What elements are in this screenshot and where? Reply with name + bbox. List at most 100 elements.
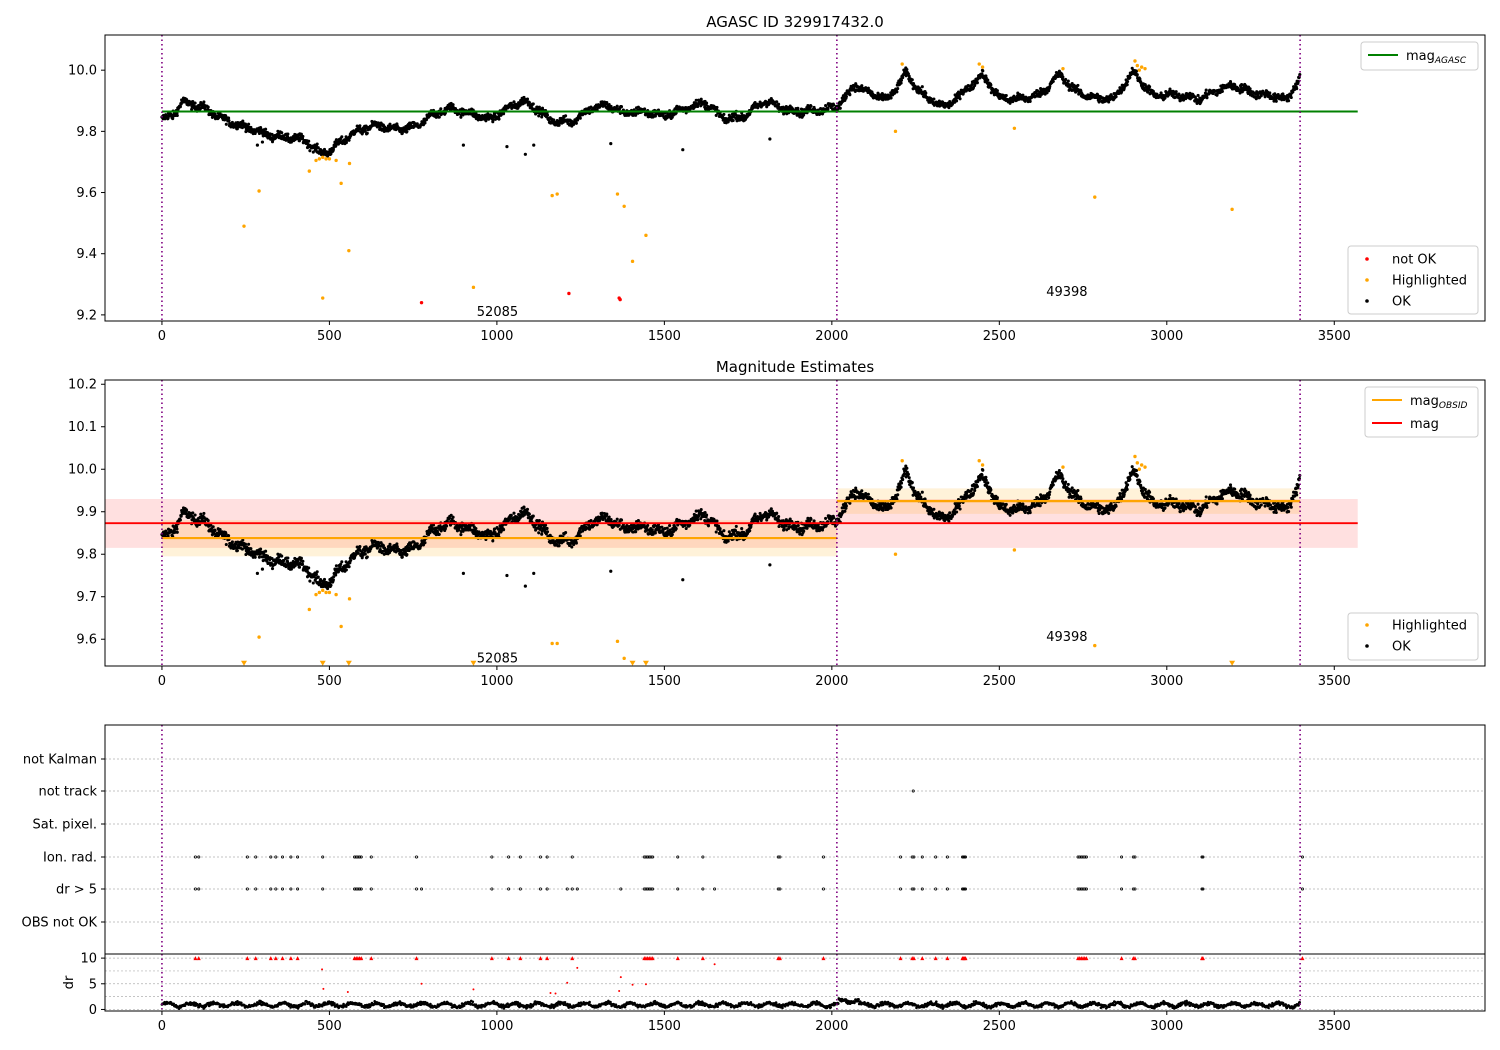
ok-point bbox=[358, 124, 362, 128]
ok-point bbox=[832, 516, 836, 520]
y-tick-label: 9.4 bbox=[76, 247, 97, 262]
ok-point bbox=[461, 143, 465, 147]
ok-point bbox=[445, 524, 449, 528]
ok-point bbox=[497, 117, 501, 121]
ok-point bbox=[451, 103, 455, 107]
ok-point bbox=[525, 507, 530, 511]
ok-point bbox=[777, 102, 781, 106]
ok-point bbox=[718, 527, 722, 531]
ok-point bbox=[316, 575, 320, 579]
highlighted-point bbox=[1143, 66, 1147, 71]
ok-point bbox=[315, 142, 319, 146]
highlighted-point bbox=[1061, 66, 1065, 71]
x-tick-label: 1500 bbox=[648, 329, 681, 344]
ok-point bbox=[527, 512, 531, 516]
ok-point bbox=[955, 99, 959, 103]
ok-point bbox=[1064, 77, 1068, 81]
highlighted-point bbox=[618, 297, 622, 302]
ok-point bbox=[243, 542, 248, 546]
ok-point bbox=[832, 103, 836, 107]
ok-point bbox=[1287, 99, 1291, 103]
ok-point bbox=[1146, 90, 1150, 94]
ok-point bbox=[1097, 100, 1101, 104]
legend-label-main: mag bbox=[1406, 49, 1435, 64]
ok-point bbox=[241, 119, 245, 123]
ok-point bbox=[191, 100, 195, 104]
ok-point bbox=[924, 91, 928, 95]
ok-point bbox=[395, 542, 399, 546]
ok-point bbox=[574, 121, 578, 125]
ok-point bbox=[615, 517, 619, 521]
ok-point bbox=[235, 127, 239, 131]
ok-point bbox=[714, 530, 718, 534]
ok-point bbox=[1178, 99, 1182, 103]
ok-point bbox=[259, 547, 263, 551]
ok-point bbox=[459, 533, 463, 537]
ok-point bbox=[301, 134, 305, 138]
x-tick-label: 2000 bbox=[815, 329, 848, 344]
ok-point bbox=[619, 518, 624, 522]
ok-point bbox=[299, 132, 303, 136]
ok-point bbox=[185, 508, 189, 512]
ok-point bbox=[349, 558, 353, 562]
ok-point bbox=[899, 81, 903, 85]
ok-point bbox=[802, 113, 806, 117]
ok-point bbox=[906, 472, 910, 476]
ok-point bbox=[1204, 88, 1208, 92]
ok-point bbox=[932, 97, 936, 101]
x-tick-label: 1000 bbox=[480, 329, 513, 344]
highlighted-point bbox=[317, 157, 322, 161]
ok-point bbox=[589, 518, 593, 523]
ok-point bbox=[848, 93, 852, 97]
ok-point bbox=[301, 559, 305, 563]
ok-point bbox=[365, 131, 369, 135]
ok-point bbox=[653, 531, 657, 535]
obsid-annotation: 49398 bbox=[1046, 285, 1087, 300]
ok-point bbox=[247, 122, 251, 126]
highlighted-point bbox=[980, 65, 985, 69]
ok-point bbox=[775, 100, 779, 104]
ok-point bbox=[1163, 96, 1167, 100]
ok-point bbox=[502, 112, 506, 116]
ok-point bbox=[230, 120, 234, 124]
ok-point bbox=[1061, 75, 1065, 79]
ok-point bbox=[907, 74, 911, 78]
ok-point bbox=[809, 517, 813, 521]
ok-point bbox=[425, 117, 429, 122]
ok-point bbox=[280, 131, 284, 135]
ok-point bbox=[907, 476, 911, 480]
ok-point bbox=[523, 152, 527, 156]
ok-point bbox=[896, 87, 900, 91]
ok-point bbox=[844, 504, 848, 508]
highlighted-point bbox=[977, 62, 981, 66]
ok-point bbox=[415, 542, 419, 546]
highlighted-point bbox=[1133, 59, 1137, 63]
ok-point bbox=[532, 143, 536, 147]
ok-point bbox=[260, 140, 265, 144]
ok-point bbox=[812, 519, 816, 523]
ok-point bbox=[193, 101, 197, 105]
highlighted-point bbox=[1139, 65, 1144, 69]
ok-point bbox=[270, 567, 275, 571]
ok-point bbox=[715, 519, 719, 523]
ok-point bbox=[329, 152, 333, 156]
ok-point bbox=[349, 134, 353, 138]
ok-point bbox=[322, 577, 327, 581]
highlighted-point bbox=[1012, 126, 1017, 130]
ok-point bbox=[703, 518, 707, 523]
ok-point bbox=[860, 489, 864, 493]
ok-point bbox=[646, 523, 650, 527]
ok-point bbox=[227, 534, 231, 538]
ok-point bbox=[540, 532, 544, 536]
ok-point bbox=[315, 570, 319, 574]
ok-point bbox=[607, 515, 611, 519]
ok-point bbox=[363, 129, 367, 133]
ok-point bbox=[358, 545, 362, 549]
y-tick-label: 9.2 bbox=[76, 308, 97, 323]
ok-point bbox=[899, 485, 903, 489]
ok-point bbox=[674, 527, 678, 531]
highlighted-point bbox=[314, 158, 318, 163]
ok-point bbox=[578, 116, 582, 120]
highlighted-point bbox=[567, 291, 571, 296]
